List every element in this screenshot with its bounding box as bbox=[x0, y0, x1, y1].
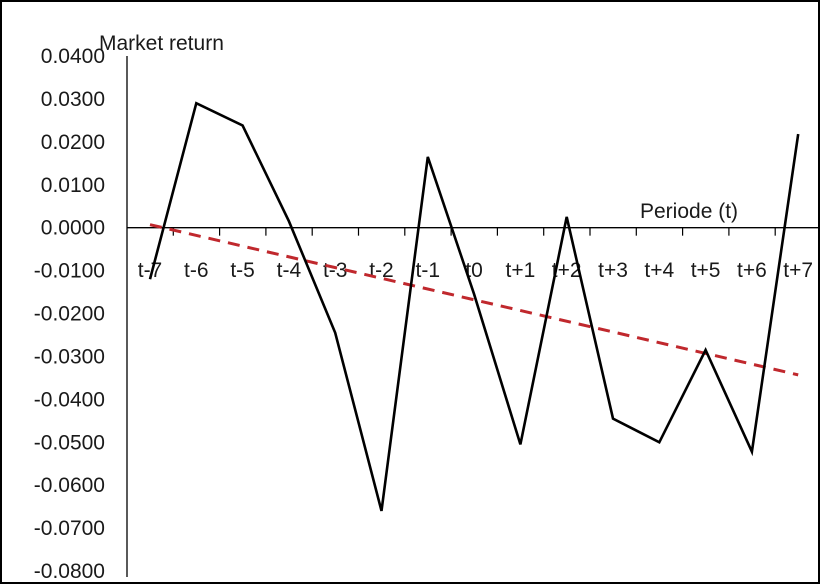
trendline bbox=[150, 225, 798, 375]
x-tick-label: t+4 bbox=[644, 259, 674, 282]
x-tick-label: t+5 bbox=[691, 259, 721, 282]
y-tick-label: -0.0500 bbox=[34, 431, 105, 454]
y-tick-label: 0.0300 bbox=[41, 88, 105, 111]
x-tick-label: t-6 bbox=[184, 259, 209, 282]
y-tick-label: -0.0100 bbox=[34, 260, 105, 283]
y-tick-label: 0.0100 bbox=[41, 174, 105, 197]
y-tick-label: -0.0200 bbox=[34, 303, 105, 326]
x-tick-label: t-3 bbox=[323, 259, 348, 282]
x-tick-label: t+1 bbox=[506, 259, 536, 282]
x-tick-label: t-1 bbox=[416, 259, 441, 282]
y-tick-label: 0.0400 bbox=[41, 45, 105, 68]
y-tick-label: -0.0300 bbox=[34, 345, 105, 368]
x-tick-label: t-5 bbox=[230, 259, 255, 282]
trendline-layer bbox=[150, 225, 798, 375]
y-tick-label: -0.0800 bbox=[34, 560, 105, 583]
x-axis-title: Periode (t) bbox=[640, 200, 738, 223]
y-axis-title: Market return bbox=[99, 32, 224, 55]
y-tick-label: -0.0700 bbox=[34, 517, 105, 540]
y-tick-label: -0.0400 bbox=[34, 388, 105, 411]
y-axis-tick-labels: 0.0400 0.0300 0.0200 0.0100 0.0000 -0.0100 -0.… bbox=[34, 45, 105, 583]
y-tick-label: -0.0600 bbox=[34, 474, 105, 497]
y-tick-label: 0.0000 bbox=[41, 217, 105, 240]
x-tick-label: t+6 bbox=[737, 259, 767, 282]
x-tick-label: t-2 bbox=[369, 259, 394, 282]
axes bbox=[127, 56, 820, 577]
x-tick-label: t+7 bbox=[783, 259, 813, 282]
y-tick-label: 0.0200 bbox=[41, 131, 105, 154]
market-return-line bbox=[150, 103, 798, 511]
series-layer bbox=[150, 103, 798, 511]
x-tick-label: t-4 bbox=[277, 259, 302, 282]
x-tick-label: t+3 bbox=[598, 259, 628, 282]
